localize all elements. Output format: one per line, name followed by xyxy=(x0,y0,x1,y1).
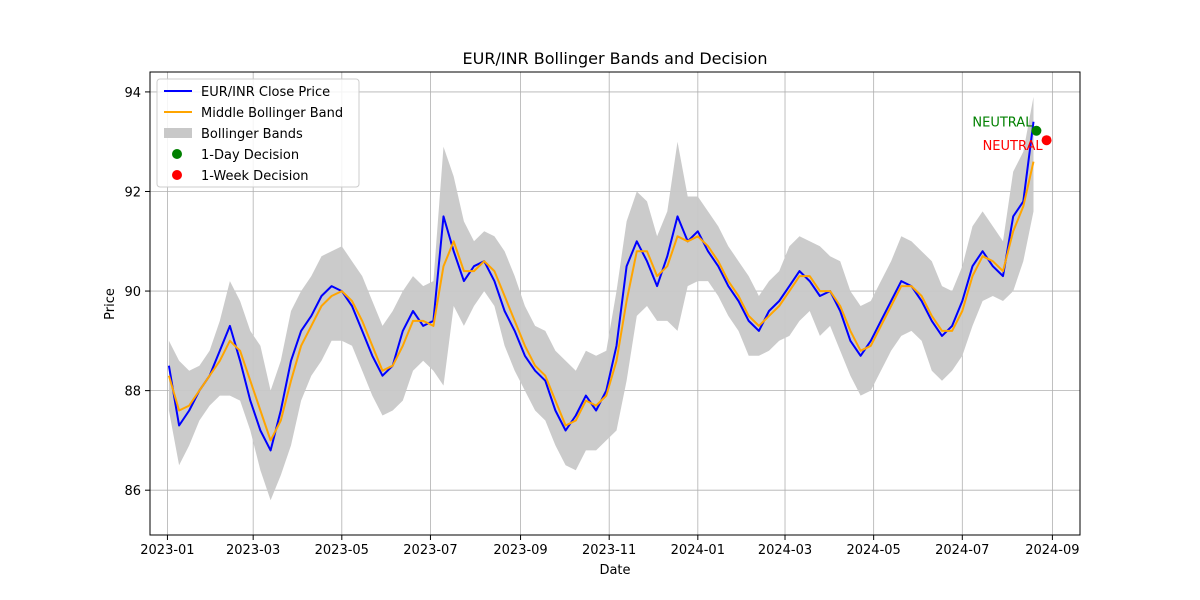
y-tick-label: 86 xyxy=(124,484,141,499)
y-tick-label: 90 xyxy=(124,285,141,300)
decision-points: NEUTRAL NEUTRAL xyxy=(972,116,1052,154)
x-tick-label: 2023-11 xyxy=(582,543,636,558)
x-tick-label: 2024-01 xyxy=(671,543,725,558)
x-tick-label: 2023-07 xyxy=(403,543,457,558)
bollinger-bands-area xyxy=(168,96,1034,501)
y-axis-label: Price xyxy=(103,288,118,320)
x-tick-label: 2024-05 xyxy=(846,543,900,558)
legend-label: 1-Week Decision xyxy=(201,169,309,184)
decision-annotation: NEUTRAL xyxy=(983,139,1044,154)
y-tick-label: 92 xyxy=(124,185,141,200)
bollinger-bands-fill xyxy=(168,96,1034,501)
x-axis-label: Date xyxy=(599,563,630,578)
y-tick-label: 94 xyxy=(124,86,141,101)
x-axis-ticks: 2023-01 2023-03 2023-05 2023-07 2023-09 2023-… xyxy=(140,535,1080,558)
x-tick-label: 2024-03 xyxy=(758,543,812,558)
day-decision-point xyxy=(1031,125,1042,136)
legend-swatch-day_decision xyxy=(172,149,182,159)
x-tick-label: 2023-09 xyxy=(493,543,547,558)
plot-frame xyxy=(149,71,1081,536)
decision-annotation: NEUTRAL xyxy=(972,116,1033,131)
week-decision-point xyxy=(1041,135,1052,146)
legend-label: EUR/INR Close Price xyxy=(201,85,330,100)
legend-label: Middle Bollinger Band xyxy=(201,106,343,121)
legend-swatch-bands xyxy=(164,128,192,138)
x-tick-label: 2023-05 xyxy=(315,543,369,558)
x-tick-label: 2023-01 xyxy=(140,543,194,558)
legend: EUR/INR Close Price Middle Bollinger Band… xyxy=(156,78,360,188)
x-tick-label: 2024-07 xyxy=(935,543,989,558)
legend-swatch-week_decision xyxy=(172,170,182,180)
chart-title: EUR/INR Bollinger Bands and Decision xyxy=(463,49,768,68)
series-lines xyxy=(167,121,1035,452)
legend-box xyxy=(156,78,360,188)
legend-label: 1-Day Decision xyxy=(201,148,299,163)
y-tick-label: 88 xyxy=(124,385,141,400)
y-axis-ticks: 86 88 90 92 94 xyxy=(124,86,150,499)
middle-band-line xyxy=(167,161,1035,442)
x-tick-label: 2023-03 xyxy=(226,543,280,558)
x-tick-label: 2024-09 xyxy=(1025,543,1079,558)
legend-label: Bollinger Bands xyxy=(201,127,303,142)
